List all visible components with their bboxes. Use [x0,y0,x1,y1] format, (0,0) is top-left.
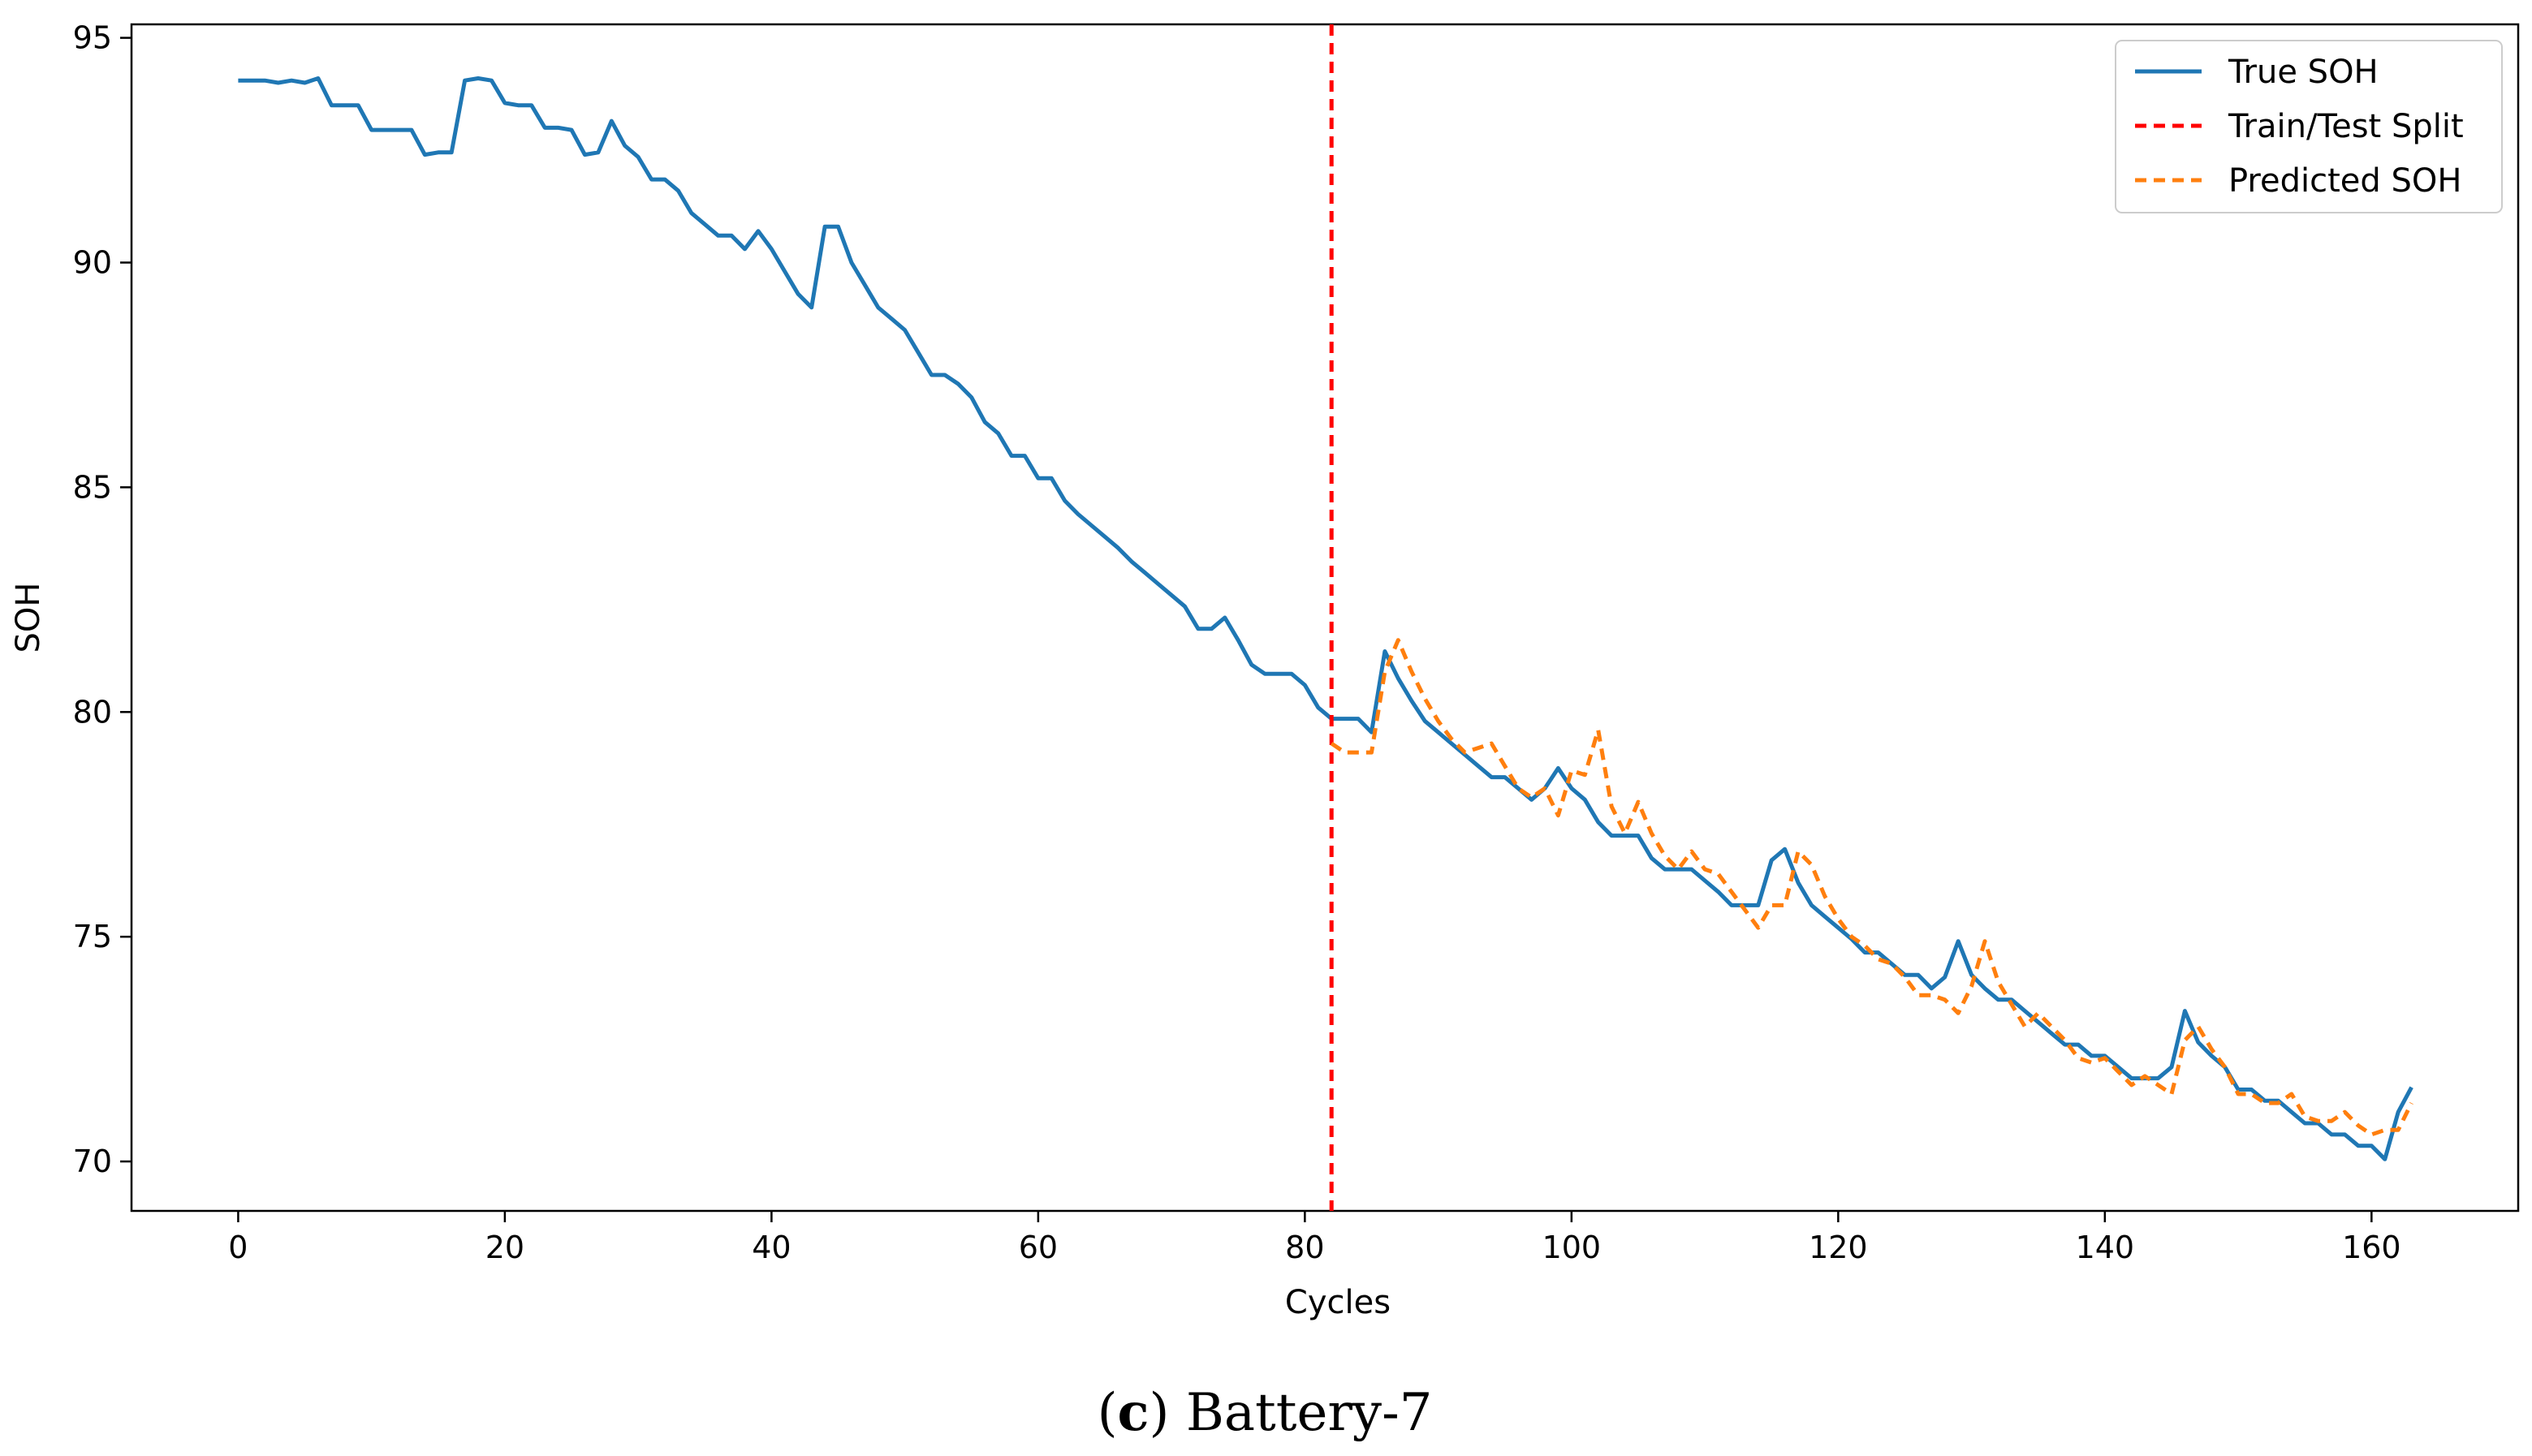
x-tick-label-100: 100 [1542,1230,1602,1265]
x-axis: 0 20 40 60 80 100 120 140 160 [228,1211,2401,1265]
y-tick-label-90: 90 [73,245,112,281]
x-tick-label-60: 60 [1019,1230,1058,1265]
legend-label-train-test-split: Train/Test Split [2228,108,2464,145]
x-tick-label-20: 20 [485,1230,524,1265]
x-tick-label-80: 80 [1285,1230,1324,1265]
y-tick-label-95: 95 [73,20,112,56]
plot-frame [130,23,2520,1213]
x-tick-label-120: 120 [1809,1230,1868,1265]
y-tick-label-80: 80 [73,694,112,730]
caption-letter: c [1118,1382,1150,1443]
legend-box [2115,40,2503,213]
y-tick-label-75: 75 [73,919,112,954]
figure-caption: (c) Battery-7 [1098,1382,1433,1443]
x-tick-label-140: 140 [2076,1230,2135,1265]
y-tick-label-70: 70 [73,1144,112,1179]
series-true-soh [238,76,2413,1161]
series-predicted-soh [1330,638,2413,1137]
x-tick-label-160: 160 [2342,1230,2401,1265]
series-layer [238,24,2413,1211]
x-tick-label-40: 40 [752,1230,791,1265]
x-tick-label-0: 0 [228,1230,248,1265]
x-axis-label: Cycles [1285,1284,1391,1321]
legend-label-predicted-soh: Predicted SOH [2228,162,2461,200]
legend: True SOH Train/Test Split Predicted SOH [2115,40,2503,213]
legend-label-true-soh: True SOH [2228,54,2379,91]
y-tick-label-85: 85 [73,469,112,505]
y-axis-label: SOH [10,583,47,653]
caption-text: Battery-7 [1186,1383,1433,1443]
y-axis: 70 75 80 85 90 95 [73,20,132,1179]
